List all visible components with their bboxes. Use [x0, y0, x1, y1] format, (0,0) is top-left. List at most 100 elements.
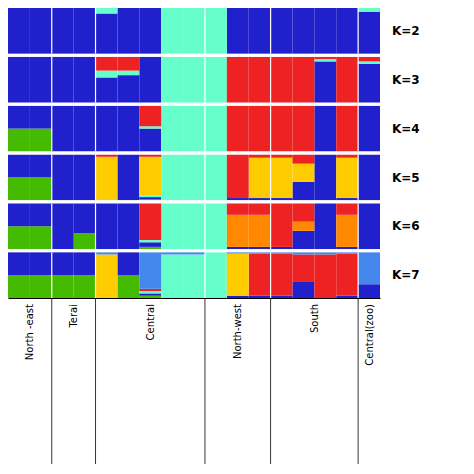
bar-segment [205, 203, 227, 204]
group-separator [204, 155, 205, 201]
bar-segment [358, 252, 380, 284]
group-separator [358, 106, 359, 152]
bar-segment [117, 275, 139, 298]
bar-segment [117, 155, 139, 201]
bar-segment [358, 155, 380, 201]
bar-segment [249, 254, 271, 296]
group-separator [270, 203, 271, 249]
tick-label: North -east [24, 304, 35, 360]
bar-segment [8, 203, 30, 204]
bar-segment [183, 252, 205, 254]
bar-segment [358, 57, 380, 62]
bar-segment [336, 296, 358, 298]
bar-segment [139, 129, 161, 152]
bar-segment [8, 252, 30, 253]
tick-label: South [309, 304, 320, 333]
bar-segment [30, 252, 52, 253]
bar-segment [74, 155, 96, 156]
bar-segment [52, 57, 74, 58]
bar-segment [358, 106, 380, 107]
group-separator [204, 8, 205, 54]
bar-segment [249, 198, 271, 200]
bar-segment [96, 203, 118, 249]
bar-segment [30, 106, 52, 107]
bar-segment [183, 203, 205, 204]
bar-segment [74, 203, 96, 233]
bar-segment [8, 155, 30, 156]
bar-segment [139, 196, 161, 197]
bar-segment [292, 203, 314, 221]
bar-segment [249, 203, 271, 214]
group-separator [270, 252, 271, 298]
bar-segment [314, 59, 336, 61]
group-separator [51, 203, 52, 249]
bar-segment [117, 71, 139, 76]
bar-segment [8, 57, 30, 58]
bar-segment [161, 203, 183, 204]
bar-segment [314, 254, 336, 298]
bar-segment [358, 12, 380, 54]
bar-segment [314, 155, 336, 201]
bar-segment [227, 254, 249, 296]
bar-segment [249, 8, 271, 9]
bar-segment [292, 8, 314, 9]
group-separator [95, 8, 96, 54]
bar-segment [161, 8, 183, 54]
axis-line [9, 298, 381, 299]
bar-segment [271, 198, 293, 200]
bar-segment [183, 155, 205, 156]
bar-segment [8, 226, 30, 249]
bar-segment [74, 203, 96, 204]
row-title: K=6 [392, 219, 420, 233]
bar-segment [30, 252, 52, 253]
bar-segment [30, 252, 52, 275]
bar-segment [358, 106, 380, 152]
bar-segment [358, 203, 380, 204]
tick-label: North-west [232, 304, 243, 359]
bar-segment [314, 106, 336, 152]
group-separator [204, 57, 205, 103]
bar-segment [271, 253, 293, 254]
bar-segment [74, 57, 96, 103]
bar-segment [227, 215, 249, 247]
bar-segment [52, 252, 74, 253]
row: K=3 [8, 57, 420, 103]
row: K=2 [8, 8, 420, 54]
group-separator [204, 252, 205, 298]
bar-segment [139, 106, 161, 127]
bar-segment [117, 203, 139, 249]
label-separator [270, 298, 271, 464]
bar-segment [336, 8, 358, 54]
bar-segment [74, 252, 96, 253]
bar-segment [74, 57, 96, 58]
bar-segment [8, 203, 30, 226]
bar-segment [139, 252, 161, 289]
bar-segment [205, 106, 227, 107]
group-separator [95, 252, 96, 298]
bar-segment [117, 8, 139, 9]
bar-segment [358, 64, 380, 103]
bar-segment [30, 8, 52, 9]
bar-segment [30, 252, 52, 253]
bar-segment [8, 252, 30, 253]
bar-segment [227, 57, 249, 103]
bar-segment [74, 106, 96, 107]
bar-segment [249, 296, 271, 298]
bar-segment [117, 155, 139, 156]
label-separator [358, 298, 359, 464]
bar-segment [117, 75, 139, 103]
bar-segment [358, 203, 380, 204]
bar-segment [314, 252, 336, 254]
bar-segment [8, 252, 30, 253]
row-title: K=4 [392, 122, 420, 136]
bar-segment [52, 252, 74, 253]
bar-segment [74, 275, 96, 298]
bar-segment [117, 106, 139, 107]
bar-segment [292, 222, 314, 231]
bar-segment [52, 106, 74, 107]
bar-segment [30, 155, 52, 156]
bar-segment [96, 14, 118, 54]
label-separator [204, 298, 205, 464]
bar-segment [8, 106, 30, 129]
bar-segment [52, 155, 74, 156]
